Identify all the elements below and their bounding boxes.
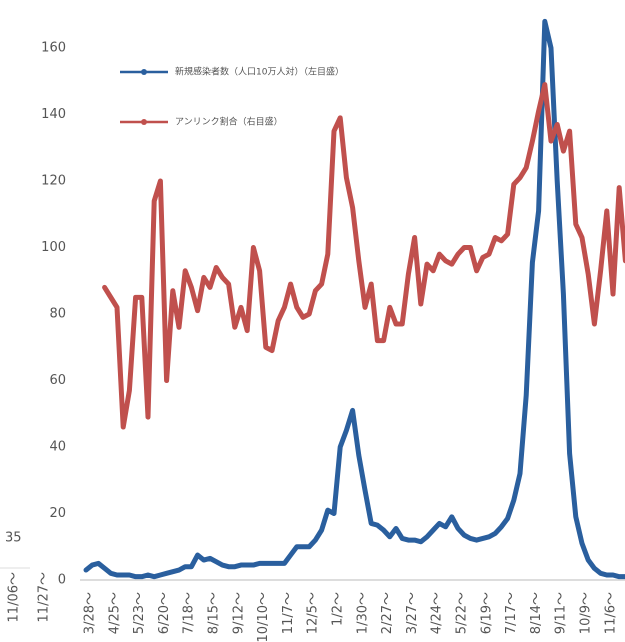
- y-tick-label: 160: [41, 41, 66, 56]
- legend-label: アンリンク割合（右目盛）: [175, 116, 283, 128]
- legend-label: 新規感染者数（人口10万人対）（左目盛）: [175, 66, 344, 78]
- x-tick-label: 10/9～: [579, 592, 594, 634]
- x-tick-label: 8/15～: [207, 592, 222, 634]
- x-tick-label: 7/18～: [182, 592, 197, 634]
- stray-text: 35: [5, 531, 22, 546]
- x-tick-label: 4/25～: [107, 592, 122, 634]
- legend-marker: [141, 69, 147, 75]
- y-tick-label: 40: [49, 440, 66, 455]
- x-tick-label: 2/27～: [380, 592, 395, 634]
- x-tick-label: 12/5～: [306, 592, 321, 634]
- x-tick-label: 11/6～: [603, 592, 618, 634]
- legend-marker: [141, 119, 147, 125]
- stray-text: 11/06～: [7, 572, 22, 622]
- x-tick-label: 3/27～: [405, 592, 420, 634]
- x-tick-label: 1/30～: [355, 592, 370, 634]
- series-line: [83, 18, 625, 580]
- x-tick-label: 6/20～: [157, 592, 172, 634]
- x-tick-label: 4/24～: [430, 592, 445, 634]
- x-tick-label: 5/22～: [455, 592, 470, 634]
- x-tick-label: 9/11～: [554, 592, 569, 634]
- stray-text: 11/27～: [37, 572, 52, 622]
- series-line: [102, 82, 625, 430]
- y-tick-label: 20: [49, 506, 66, 521]
- y-tick-label: 60: [49, 373, 66, 388]
- x-tick-label: 11/7～: [281, 592, 296, 634]
- x-tick-label: 7/17～: [504, 592, 519, 634]
- x-tick-label: 1/2～: [331, 592, 346, 626]
- y-tick-label: 140: [41, 107, 66, 122]
- y-tick-label: 0: [58, 573, 66, 588]
- y-tick-label: 80: [49, 307, 66, 322]
- y-tick-label: 100: [41, 240, 66, 255]
- x-tick-label: 9/12～: [231, 592, 246, 634]
- x-tick-label: 6/19～: [479, 592, 494, 634]
- x-tick-label: 5/23～: [132, 592, 147, 634]
- x-tick-label: 8/14～: [529, 592, 544, 634]
- x-tick-label: 3/28～: [83, 592, 98, 634]
- x-tick-label: 10/10～: [256, 592, 271, 642]
- y-tick-label: 120: [41, 174, 66, 189]
